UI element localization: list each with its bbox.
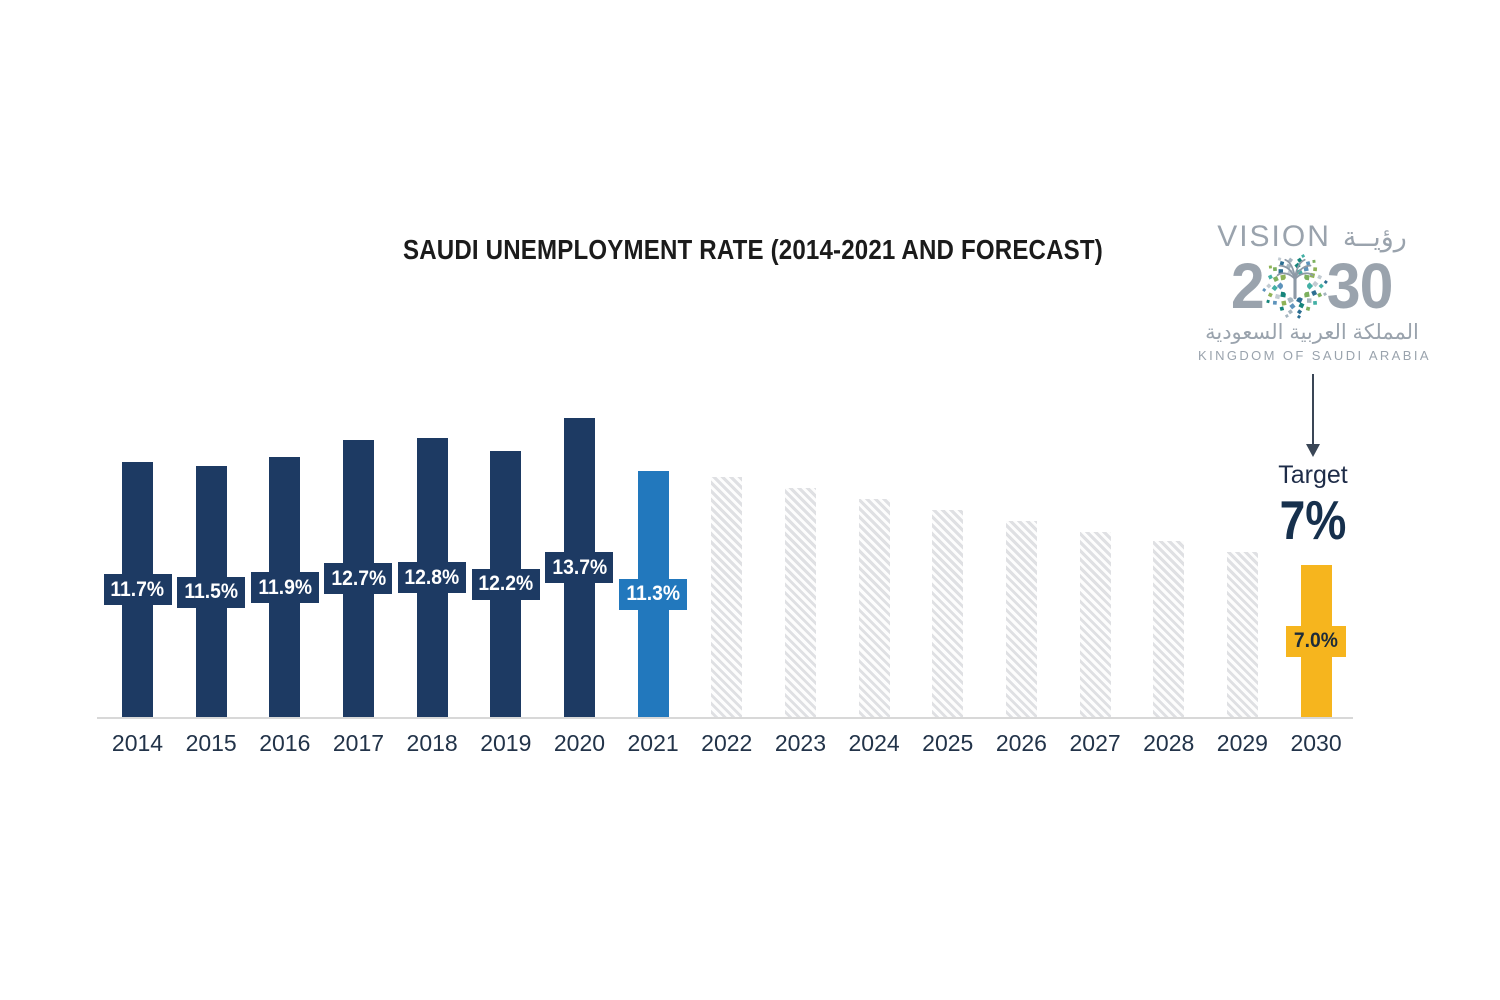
value-label-text: 12.2% — [478, 572, 534, 596]
value-label-2016: 11.9% — [250, 572, 319, 604]
value-label-2017: 12.7% — [324, 563, 393, 595]
value-label-2019: 12.2% — [471, 568, 540, 600]
palm-mosaic-emblem-icon — [1261, 254, 1328, 319]
x-tick-2020: 2020 — [553, 730, 606, 756]
x-tick-2022: 2022 — [701, 730, 753, 756]
x-tick-2029: 2029 — [1216, 730, 1268, 756]
logo-country-arabic-text: المملكة العربية السعودية — [1205, 321, 1419, 344]
bar-2026 — [1005, 520, 1037, 718]
bar-2022 — [711, 477, 743, 718]
bar-2027 — [1079, 531, 1111, 718]
x-tick-2016: 2016 — [259, 730, 311, 756]
target-arrow-line — [1312, 374, 1314, 444]
value-label-2020: 13.7% — [545, 552, 614, 584]
value-label-2030: 7.0% — [1286, 625, 1347, 657]
logo-2030-row: 2 30 — [1198, 253, 1426, 319]
x-tick-2021: 2021 — [627, 730, 679, 756]
value-label-2014: 11.7% — [103, 574, 172, 606]
bar-2023 — [784, 488, 816, 718]
x-tick-2014: 2014 — [111, 730, 164, 756]
value-label-text: 11.9% — [257, 575, 312, 599]
bar-2024 — [858, 499, 890, 718]
value-label-text: 7.0% — [1294, 629, 1339, 653]
x-axis-line — [97, 717, 1353, 719]
logo-vision-text: VISION — [1217, 220, 1331, 253]
target-value: 7% — [1279, 489, 1347, 551]
target-label: Target — [1278, 461, 1348, 489]
x-tick-2015: 2015 — [185, 730, 237, 756]
value-label-2021: 11.3% — [619, 578, 688, 610]
logo-country-english-text: KINGDOM OF SAUDI ARABIA — [1198, 348, 1431, 364]
x-tick-2018: 2018 — [406, 730, 458, 756]
x-tick-2019: 2019 — [480, 730, 532, 756]
value-label-2015: 11.5% — [177, 576, 246, 608]
bar-2025 — [932, 509, 964, 718]
x-tick-2027: 2027 — [1069, 730, 1121, 756]
x-tick-2026: 2026 — [995, 730, 1047, 756]
target-arrow-head-icon — [1306, 444, 1320, 457]
value-label-text: 11.3% — [626, 582, 680, 606]
value-label-text: 12.7% — [331, 566, 386, 590]
x-tick-2030: 2030 — [1290, 730, 1342, 756]
x-tick-2025: 2025 — [922, 730, 974, 756]
chart-title: SAUDI UNEMPLOYMENT RATE (2014-2021 AND F… — [403, 234, 1103, 265]
logo-digit-2: 2 — [1230, 250, 1265, 322]
logo-vision-arabic-text: رؤيــة — [1342, 222, 1407, 252]
bar-2029 — [1226, 551, 1258, 718]
x-tick-2024: 2024 — [848, 730, 900, 756]
value-label-2018: 12.8% — [398, 562, 467, 594]
vision-2030-logo: VISION رؤيــة 2 30 المملكة العربية السعو… — [1198, 220, 1431, 364]
x-tick-2028: 2028 — [1143, 730, 1195, 756]
value-label-text: 11.5% — [184, 580, 239, 604]
value-label-text: 11.7% — [110, 577, 165, 601]
logo-digits-30: 30 — [1326, 250, 1393, 322]
logo-vision-row: VISION رؤيــة — [1198, 220, 1426, 253]
bar-2028 — [1153, 540, 1185, 718]
x-tick-2017: 2017 — [332, 730, 385, 756]
value-label-text: 13.7% — [552, 555, 607, 579]
x-tick-2023: 2023 — [774, 730, 827, 756]
value-label-text: 12.8% — [404, 565, 460, 589]
